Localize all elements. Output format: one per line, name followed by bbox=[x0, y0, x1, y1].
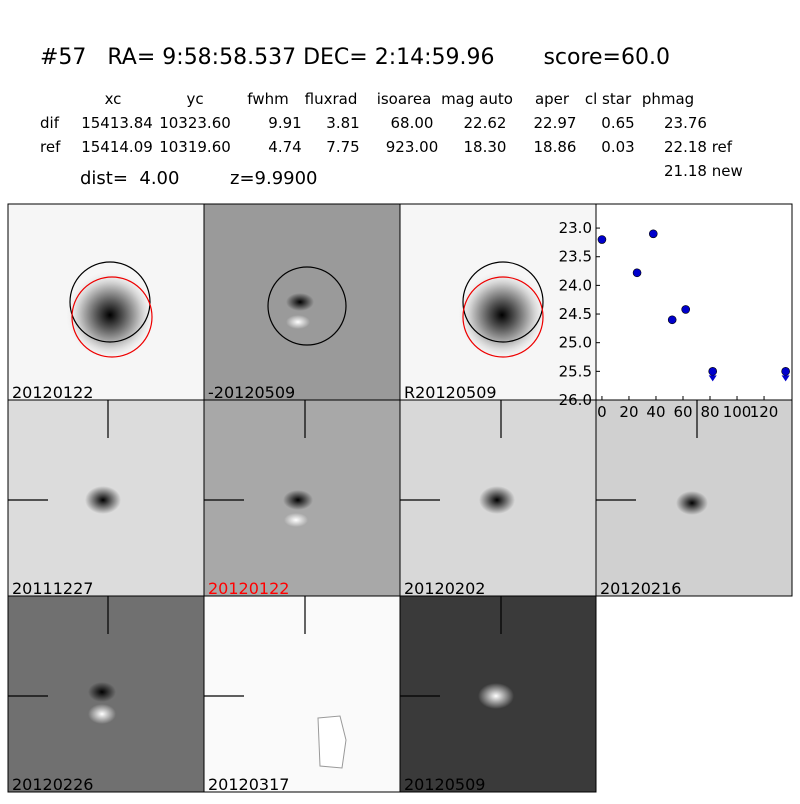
upper-limit-arrow bbox=[781, 375, 790, 382]
cell: 68.00 bbox=[391, 114, 434, 132]
panel-label: -20120509 bbox=[208, 383, 295, 402]
panel-label: 20120122 bbox=[12, 383, 93, 402]
cell: 15413.84 bbox=[81, 114, 153, 132]
column-header: yc bbox=[186, 90, 203, 108]
z: z=9.9900 bbox=[230, 168, 318, 189]
extra: 21.18 new bbox=[664, 162, 743, 180]
cell: 18.30 bbox=[464, 138, 507, 156]
panel-label: 20120122 bbox=[208, 579, 289, 598]
cell: 22.97 bbox=[534, 114, 577, 132]
plot-frame bbox=[595, 203, 793, 401]
cell: 0.65 bbox=[601, 114, 634, 132]
cell: 18.86 bbox=[534, 138, 577, 156]
column-header: cl star bbox=[585, 90, 632, 108]
column-header: isoarea bbox=[377, 90, 432, 108]
cell: 22.18 ref bbox=[664, 138, 733, 156]
column-header: xc bbox=[105, 90, 122, 108]
cell: 23.76 bbox=[664, 114, 707, 132]
dist: dist= 4.00 bbox=[80, 168, 179, 189]
cell: 10319.60 bbox=[159, 138, 231, 156]
stamps bbox=[7, 203, 793, 793]
y-tick-label: 25.0 bbox=[559, 334, 592, 352]
x-tick-label: 20 bbox=[619, 403, 638, 421]
x-tick-label: 120 bbox=[750, 403, 779, 421]
x-tick-label: 0 bbox=[597, 403, 607, 421]
panel-label: R20120509 bbox=[404, 383, 497, 402]
point bbox=[648, 229, 658, 239]
x-tick-label: 80 bbox=[700, 403, 719, 421]
upper-limit-arrow bbox=[708, 375, 717, 382]
column-header: fluxrad bbox=[305, 90, 358, 108]
panel-label: 20111227 bbox=[12, 579, 93, 598]
panel-label: 20120317 bbox=[208, 775, 289, 794]
cell: 4.74 bbox=[268, 138, 301, 156]
cell: 22.62 bbox=[464, 114, 507, 132]
row-label: ref bbox=[40, 138, 61, 156]
title: #57 RA= 9:58:58.537 DEC= 2:14:59.96 scor… bbox=[40, 45, 670, 70]
y-tick-label: 26.0 bbox=[559, 391, 592, 409]
cell: 3.81 bbox=[326, 114, 359, 132]
y-tick-label: 23.0 bbox=[559, 219, 592, 237]
cell: 10323.60 bbox=[159, 114, 231, 132]
panel-label: 20120216 bbox=[600, 579, 681, 598]
panel-label: 20120202 bbox=[404, 579, 485, 598]
cell: 15414.09 bbox=[81, 138, 153, 156]
column-header: fwhm bbox=[247, 90, 288, 108]
x-tick-label: 40 bbox=[646, 403, 665, 421]
cell: 923.00 bbox=[386, 138, 439, 156]
cell: 9.91 bbox=[268, 114, 301, 132]
point bbox=[708, 367, 718, 376]
point bbox=[597, 235, 607, 244]
x-tick-label: 100 bbox=[723, 403, 752, 421]
point bbox=[781, 367, 790, 376]
x-tick-label: 60 bbox=[673, 403, 692, 421]
panel-label: 20120226 bbox=[12, 775, 93, 794]
point bbox=[667, 315, 677, 325]
y-tick-label: 23.5 bbox=[559, 248, 592, 266]
point bbox=[632, 268, 642, 278]
y-tick-label: 25.5 bbox=[559, 362, 592, 380]
y-tick-label: 24.0 bbox=[559, 276, 592, 294]
column-header: mag auto bbox=[441, 90, 513, 108]
row-label: dif bbox=[40, 114, 60, 132]
cell: 0.03 bbox=[601, 138, 634, 156]
y-tick-label: 24.5 bbox=[559, 305, 592, 323]
cell: 7.75 bbox=[326, 138, 359, 156]
column-header: aper bbox=[535, 90, 570, 108]
column-header: phmag bbox=[642, 90, 694, 108]
point bbox=[681, 305, 690, 314]
panel-label: 20120509 bbox=[404, 775, 485, 794]
